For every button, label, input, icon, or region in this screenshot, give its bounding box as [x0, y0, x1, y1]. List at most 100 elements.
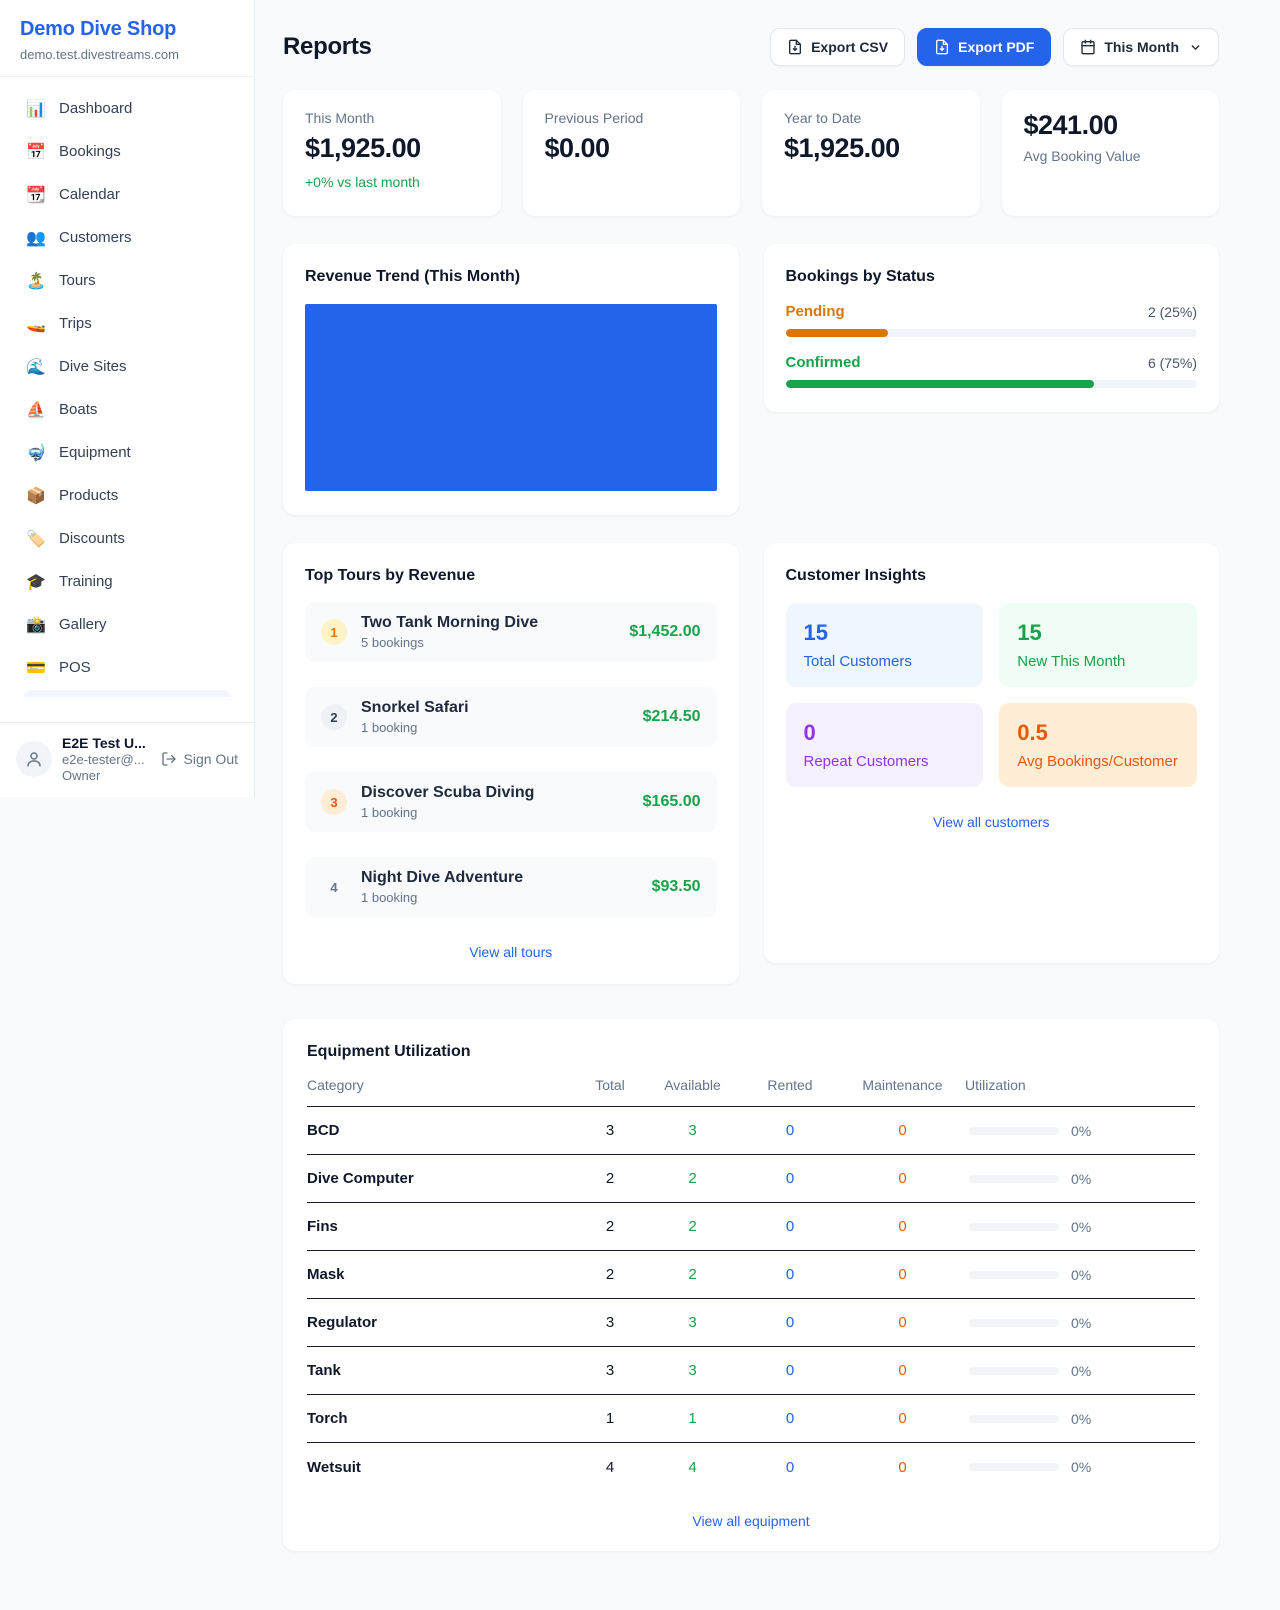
insight-value: 15: [1017, 620, 1042, 645]
utilization-pct: 0%: [1071, 1314, 1092, 1331]
table-row-regulator: Regulator 3 3 0 0 0%: [307, 1299, 1195, 1347]
cell-utilization: 0%: [965, 1459, 1195, 1475]
calendar-icon: [1081, 39, 1096, 55]
equipment-icon: 🤿: [26, 444, 46, 462]
cell-available: 3: [688, 1314, 697, 1331]
revenue-trend-title: Revenue Trend (This Month): [305, 268, 521, 285]
charts-row: Revenue Trend (This Month) Bookings by S…: [283, 244, 1219, 515]
user-icon: [27, 752, 41, 767]
status-group-pending: Pending 2 (25%): [785, 303, 1197, 337]
customers-icon: 👥: [26, 229, 46, 247]
view-all-equipment-link[interactable]: View all equipment: [692, 1513, 810, 1529]
sidebar-item-gallery[interactable]: 📸 Gallery: [12, 603, 242, 646]
export-pdf-button[interactable]: Export PDF: [917, 28, 1052, 66]
dive-sites-icon: 🌊: [26, 358, 46, 376]
sidebar-item-dive-sites[interactable]: 🌊 Dive Sites: [12, 345, 242, 388]
insight-label: Avg Bookings/Customer: [1017, 753, 1178, 770]
cell-category: BCD: [307, 1122, 340, 1139]
col-available: Available: [664, 1077, 721, 1093]
logout-icon: [161, 752, 176, 766]
discounts-icon: 🏷️: [26, 530, 46, 548]
col-rented: Rented: [767, 1077, 813, 1093]
view-all-tours-link[interactable]: View all tours: [469, 944, 553, 960]
stat-value: $241.00: [1023, 110, 1119, 140]
shop-name[interactable]: Demo Dive Shop: [20, 18, 177, 40]
sidebar-header: Demo Dive Shop demo.test.divestreams.com: [0, 0, 254, 77]
tour-row: 4 Night Dive Adventure 1 booking $93.50: [305, 857, 717, 917]
cell-total: 2: [605, 1170, 615, 1187]
insight-tile-avg-bookings: 0.5 Avg Bookings/Customer: [999, 703, 1197, 787]
tour-bookings: 5 bookings: [361, 635, 424, 650]
utilization-bar-track: [969, 1174, 1059, 1183]
sidebar-item-tours[interactable]: 🏝️ Tours: [12, 259, 242, 302]
utilization-bar-track: [969, 1366, 1059, 1375]
file-export-icon: [936, 39, 949, 55]
insight-label: New This Month: [1017, 653, 1126, 670]
sidebar-item-equipment[interactable]: 🤿 Equipment: [12, 431, 242, 474]
export-csv-label: Export CSV: [811, 39, 889, 55]
sidebar-item-label: Gallery: [59, 616, 107, 633]
sidebar-item-bookings[interactable]: 📅 Bookings: [12, 130, 242, 173]
bookings-by-status-title: Bookings by Status: [785, 268, 935, 285]
sidebar-item-boats[interactable]: ⛵ Boats: [12, 388, 242, 431]
sidebar-item-dashboard[interactable]: 📊 Dashboard: [12, 87, 242, 130]
utilization-bar-track: [969, 1463, 1059, 1471]
tour-name: Two Tank Morning Dive: [361, 614, 539, 631]
tour-revenue: $93.50: [651, 878, 701, 895]
sidebar-item-label: Training: [59, 573, 113, 590]
stat-value: $1,925.00: [305, 133, 421, 163]
stat-delta: +0% vs last month: [305, 174, 420, 190]
tour-bookings: 1 booking: [361, 890, 418, 905]
view-all-customers-link[interactable]: View all customers: [933, 814, 1050, 830]
cell-available: 3: [688, 1122, 697, 1139]
cell-utilization: 0%: [965, 1171, 1195, 1187]
cell-category: Dive Computer: [307, 1170, 414, 1187]
export-csv-button[interactable]: Export CSV: [770, 28, 906, 66]
cell-total: 3: [605, 1314, 615, 1331]
rank-badge: 1: [321, 619, 347, 645]
utilization-bar-track: [969, 1270, 1059, 1279]
cell-maintenance: 0: [898, 1458, 907, 1476]
main-content: Reports Export CSV Export PDF: [255, 0, 1280, 1591]
sidebar-item-label: Tours: [59, 272, 96, 289]
period-dropdown[interactable]: This Month: [1063, 28, 1219, 66]
cell-rented: 0: [785, 1122, 795, 1139]
revenue-trend-card: Revenue Trend (This Month): [283, 244, 739, 515]
training-icon: 🎓: [26, 573, 46, 591]
sidebar-item-calendar[interactable]: 📆 Calendar: [12, 173, 242, 216]
cell-rented: 0: [785, 1314, 795, 1331]
stat-label: This Month: [305, 110, 375, 126]
chevron-down-icon: [1191, 44, 1200, 50]
sidebar-item-discounts[interactable]: 🏷️ Discounts: [12, 517, 242, 560]
sidebar-item-reports-active-partial[interactable]: [24, 690, 230, 697]
boats-icon: ⛵: [26, 401, 46, 419]
sidebar-item-trips[interactable]: 🚤 Trips: [12, 302, 242, 345]
sidebar-item-products[interactable]: 📦 Products: [12, 474, 242, 517]
cell-total: 2: [605, 1266, 615, 1283]
col-maintenance: Maintenance: [862, 1077, 943, 1093]
insight-tile-new-this-month: 15 New This Month: [999, 603, 1197, 687]
col-utilization: Utilization: [965, 1077, 1026, 1093]
stat-cards: This Month $1,925.00 +0% vs last month P…: [283, 90, 1219, 216]
sidebar-item-customers[interactable]: 👥 Customers: [12, 216, 242, 259]
status-bar-fill-pending: [785, 329, 889, 337]
table-row-torch: Torch 1 1 0 0 0%: [307, 1395, 1195, 1443]
sidebar-item-training[interactable]: 🎓 Training: [12, 560, 242, 603]
sidebar-item-label: Bookings: [59, 143, 121, 160]
rank-badge: 3: [321, 789, 347, 815]
insight-value: 0.5: [1017, 720, 1048, 745]
sign-out-button[interactable]: Sign Out: [161, 751, 238, 767]
status-label-pending: Pending: [785, 303, 845, 320]
stat-value: $0.00: [544, 133, 611, 163]
sidebar-item-pos[interactable]: 💳 POS: [12, 646, 242, 689]
sidebar-item-label: Calendar: [59, 186, 120, 203]
utilization-pct: 0%: [1071, 1266, 1092, 1283]
cell-category: Tank: [307, 1362, 341, 1379]
user-role: Owner: [62, 768, 101, 783]
cell-available: 3: [688, 1362, 697, 1379]
utilization-pct: 0%: [1071, 1459, 1092, 1475]
customer-insights-title: Customer Insights: [785, 567, 926, 584]
cell-total: 4: [605, 1458, 615, 1476]
sidebar-item-label: POS: [59, 659, 91, 676]
tour-name: Discover Scuba Diving: [361, 784, 535, 801]
